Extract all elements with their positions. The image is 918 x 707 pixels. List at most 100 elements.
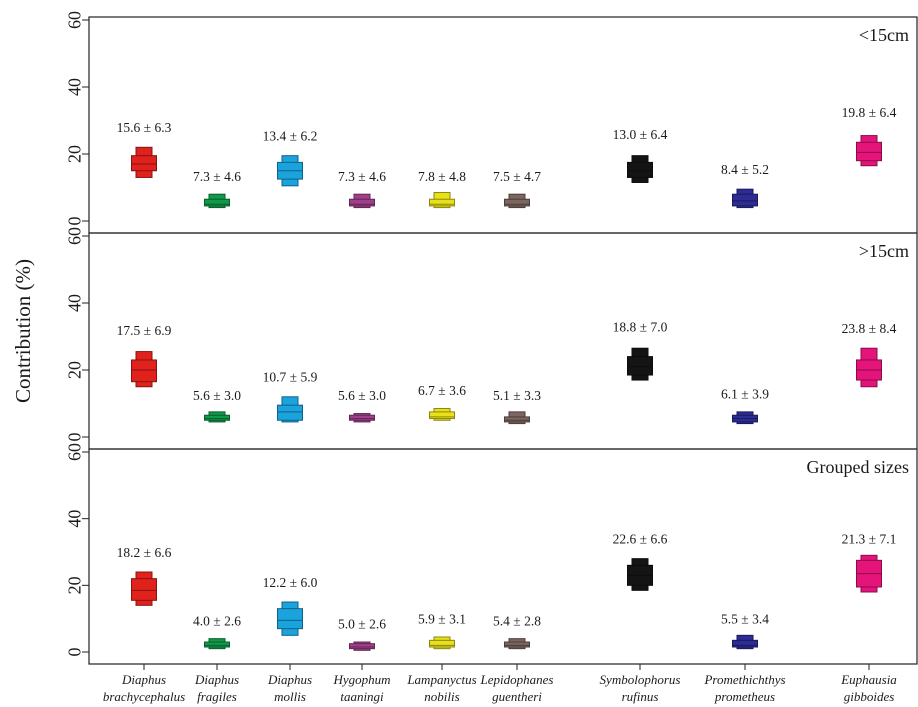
y-tick-label: 20 (64, 145, 84, 163)
panel: 0 20 40 60 <15cm 15.6 ± 6.3 7.3 ± 4.6 13.4 ± 6.… (64, 11, 918, 234)
value-label: 21.3 ± 7.1 (842, 532, 897, 547)
category-label-line1: Hygophum (332, 672, 390, 687)
value-label: 6.1 ± 3.9 (721, 386, 769, 401)
box (277, 601, 303, 636)
category-label-line1: Diaphus (121, 672, 166, 687)
category-label-line1: Diaphus (194, 672, 239, 687)
value-label: 15.6 ± 6.3 (117, 120, 172, 135)
box (627, 347, 653, 381)
box-iqr (429, 411, 455, 420)
box-iqr (429, 198, 455, 207)
value-label: 7.3 ± 4.6 (338, 169, 386, 184)
category-label-line2: prometheus (714, 689, 775, 704)
box-iqr (277, 404, 303, 421)
box-iqr (504, 198, 530, 207)
box-iqr (429, 639, 455, 648)
y-tick-label: 60 (64, 443, 84, 461)
box (856, 135, 882, 167)
box-iqr (204, 641, 230, 648)
value-label: 18.2 ± 6.6 (117, 545, 172, 560)
y-tick-label: 40 (64, 510, 84, 528)
value-label: 5.6 ± 3.0 (193, 388, 241, 403)
value-label: 5.1 ± 3.3 (493, 388, 541, 403)
box (732, 188, 758, 209)
box-iqr (349, 198, 375, 207)
value-label: 23.8 ± 8.4 (842, 321, 897, 336)
box (349, 193, 375, 209)
value-label: 7.8 ± 4.8 (418, 169, 466, 184)
category-label-line1: Lampanyctus (406, 672, 476, 687)
box (131, 571, 157, 606)
y-tick-label: 60 (64, 11, 84, 29)
box (131, 351, 157, 388)
value-label: 8.4 ± 5.2 (721, 162, 769, 177)
box-iqr (627, 356, 653, 376)
category-label-line2: brachycephalus (103, 689, 185, 704)
y-tick-label: 20 (64, 576, 84, 594)
y-tick-label: 60 (64, 227, 84, 245)
box-iqr (277, 608, 303, 630)
panel-label: Grouped sizes (807, 457, 909, 477)
category-label-line1: Diaphus (267, 672, 312, 687)
value-label: 10.7 ± 5.9 (263, 370, 318, 385)
box-iqr (349, 414, 375, 421)
category-label-line2: taaningi (340, 689, 384, 704)
box (204, 411, 230, 423)
box (504, 411, 530, 425)
category-label-line2: gibboides (844, 689, 895, 704)
box (627, 558, 653, 591)
box-iqr (627, 161, 653, 178)
category-label-line1: Euphausia (840, 672, 897, 687)
box (349, 641, 375, 651)
value-label: 17.5 ± 6.9 (117, 323, 172, 338)
box (429, 192, 455, 209)
value-label: 7.5 ± 4.7 (493, 169, 541, 184)
box (504, 193, 530, 209)
value-label: 12.2 ± 6.0 (263, 575, 318, 590)
box-iqr (131, 578, 157, 601)
box (349, 413, 375, 423)
box (131, 146, 157, 178)
box (277, 396, 303, 423)
category-label-line2: mollis (274, 689, 306, 704)
box (277, 155, 303, 187)
box-iqr (131, 155, 157, 172)
value-label: 13.4 ± 6.2 (263, 129, 318, 144)
box-iqr (131, 359, 157, 383)
panel-frame (88, 448, 918, 665)
value-label: 13.0 ± 6.4 (613, 127, 668, 142)
value-label: 18.8 ± 7.0 (613, 319, 668, 334)
box-iqr (204, 414, 230, 421)
value-label: 6.7 ± 3.6 (418, 383, 466, 398)
value-label: 7.3 ± 4.6 (193, 169, 241, 184)
y-tick-label: 0 (64, 648, 84, 657)
x-category-labels: Diaphus brachycephalus Diaphus fragiles Diap… (103, 664, 897, 704)
box (504, 638, 530, 650)
value-label: 5.4 ± 2.8 (493, 613, 541, 628)
box-iqr (349, 643, 375, 650)
panel-label: >15cm (859, 241, 909, 261)
value-label: 22.6 ± 6.6 (613, 532, 668, 547)
box (732, 634, 758, 650)
y-tick-label: 0 (64, 217, 84, 226)
box-iqr (504, 641, 530, 648)
box-iqr (732, 639, 758, 648)
category-label-line1: Symbolophorus (600, 672, 681, 687)
box-iqr (504, 416, 530, 423)
y-tick-label: 40 (64, 78, 84, 96)
box (856, 347, 882, 388)
y-axis-title: Contribution (%) (11, 259, 35, 403)
panel: 0 20 40 60 >15cm 17.5 ± 6.9 5.6 ± 3.0 10.7 ± 5.… (64, 227, 918, 450)
category-label-line1: Promethichthys (703, 672, 785, 687)
category-label-line2: rufinus (622, 689, 659, 704)
box (429, 636, 455, 650)
box (627, 155, 653, 183)
y-tick-label: 20 (64, 361, 84, 379)
box (856, 554, 882, 593)
panels: 0 20 40 60 <15cm 15.6 ± 6.3 7.3 ± 4.6 13.4 ± 6.… (64, 11, 918, 665)
box (204, 638, 230, 650)
value-label: 19.8 ± 6.4 (842, 105, 897, 120)
box (204, 193, 230, 209)
box (429, 408, 455, 421)
